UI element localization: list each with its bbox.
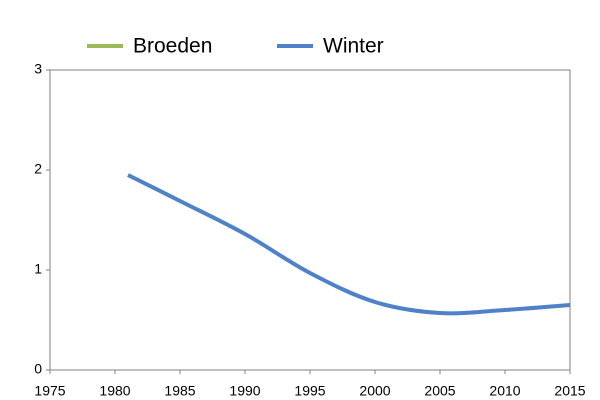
y-tick-label: 0 bbox=[34, 361, 42, 377]
series-line bbox=[127, 173, 571, 316]
x-tick-label: 1985 bbox=[164, 383, 195, 399]
y-tick-label: 1 bbox=[34, 261, 42, 277]
x-tick-label: 1980 bbox=[99, 383, 130, 399]
x-tick-label: 2010 bbox=[489, 383, 520, 399]
y-tick-label: 3 bbox=[34, 61, 42, 77]
x-tick-label: 2000 bbox=[359, 383, 390, 399]
x-tick-label: 2015 bbox=[554, 383, 585, 399]
x-tick-label: 1990 bbox=[229, 383, 260, 399]
legend-label: Broeden bbox=[133, 35, 212, 58]
x-tick-label: 1995 bbox=[294, 383, 325, 399]
x-tick-label: 2005 bbox=[424, 383, 455, 399]
x-tick-label: 1975 bbox=[34, 383, 65, 399]
legend-label: Winter bbox=[323, 35, 384, 58]
y-tick-label: 2 bbox=[34, 161, 42, 177]
plot-area bbox=[49, 69, 571, 371]
